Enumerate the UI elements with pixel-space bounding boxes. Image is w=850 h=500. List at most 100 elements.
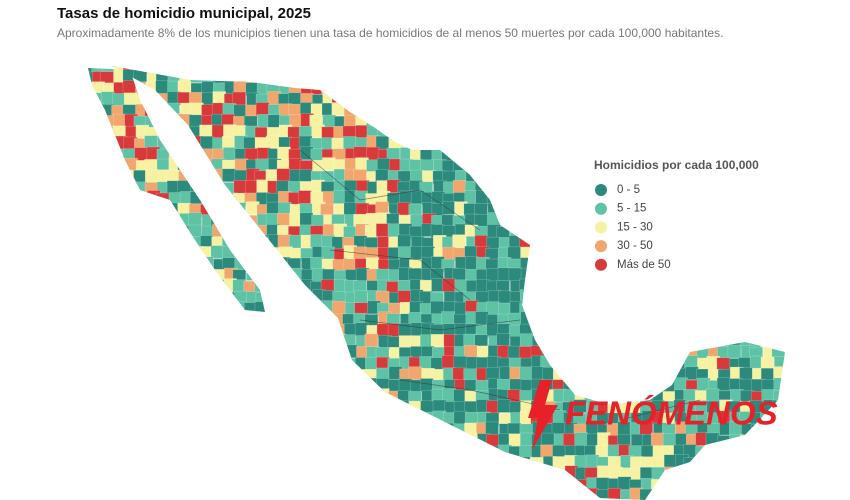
municipality bbox=[498, 192, 512, 207]
municipality bbox=[189, 66, 203, 75]
municipality bbox=[265, 247, 280, 261]
municipality bbox=[397, 290, 412, 304]
municipality bbox=[191, 313, 205, 328]
municipality bbox=[707, 467, 721, 482]
municipality bbox=[277, 234, 292, 248]
municipality bbox=[123, 92, 138, 107]
municipality bbox=[739, 212, 753, 227]
municipality bbox=[144, 135, 158, 149]
municipality bbox=[773, 302, 785, 316]
municipality bbox=[123, 214, 138, 228]
municipality bbox=[452, 487, 467, 500]
municipality bbox=[772, 66, 785, 74]
municipality bbox=[707, 479, 721, 493]
municipality bbox=[88, 346, 93, 361]
municipality bbox=[553, 125, 568, 139]
municipality bbox=[156, 465, 170, 479]
municipality bbox=[727, 344, 742, 359]
municipality bbox=[89, 422, 104, 436]
municipality bbox=[750, 126, 764, 141]
municipality bbox=[166, 477, 181, 492]
municipality bbox=[89, 181, 104, 196]
municipality bbox=[375, 223, 390, 237]
municipality bbox=[463, 432, 478, 447]
municipality bbox=[717, 268, 731, 282]
municipality bbox=[795, 60, 808, 73]
municipality bbox=[177, 367, 192, 382]
municipality bbox=[376, 69, 390, 83]
municipality bbox=[199, 270, 214, 284]
municipality bbox=[488, 116, 502, 130]
municipality bbox=[90, 102, 104, 117]
municipality bbox=[266, 379, 280, 394]
municipality bbox=[530, 478, 544, 492]
municipality bbox=[729, 182, 744, 196]
municipality bbox=[652, 366, 667, 380]
municipality bbox=[697, 311, 711, 325]
municipality bbox=[419, 477, 433, 491]
municipality bbox=[365, 467, 379, 482]
municipality bbox=[255, 357, 269, 371]
municipality bbox=[88, 91, 95, 106]
municipality bbox=[519, 204, 533, 218]
municipality bbox=[519, 191, 533, 205]
municipality bbox=[772, 158, 785, 172]
municipality bbox=[486, 159, 500, 173]
municipality bbox=[91, 236, 106, 250]
municipality bbox=[739, 81, 754, 96]
municipality bbox=[88, 411, 93, 426]
municipality bbox=[486, 147, 501, 162]
municipality bbox=[355, 66, 369, 73]
municipality bbox=[552, 114, 566, 129]
municipality bbox=[730, 69, 744, 83]
municipality bbox=[717, 435, 732, 449]
municipality bbox=[739, 488, 754, 500]
municipality bbox=[562, 355, 577, 370]
municipality bbox=[686, 66, 700, 75]
municipality bbox=[442, 136, 456, 151]
municipality bbox=[91, 115, 105, 130]
municipality bbox=[564, 344, 578, 359]
municipality bbox=[420, 465, 434, 480]
municipality bbox=[584, 126, 598, 140]
municipality bbox=[607, 335, 621, 350]
municipality bbox=[123, 181, 138, 195]
municipality bbox=[773, 224, 785, 239]
municipality bbox=[289, 443, 304, 457]
municipality bbox=[342, 423, 357, 437]
municipality bbox=[144, 411, 159, 426]
municipality bbox=[168, 467, 182, 481]
municipality bbox=[135, 66, 149, 72]
municipality bbox=[695, 280, 710, 295]
municipality bbox=[728, 66, 743, 73]
municipality bbox=[113, 334, 128, 348]
municipality bbox=[91, 212, 106, 227]
municipality bbox=[309, 377, 324, 392]
municipality bbox=[563, 334, 578, 349]
municipality bbox=[356, 389, 370, 404]
municipality bbox=[707, 126, 721, 140]
municipality bbox=[706, 236, 721, 250]
municipality bbox=[641, 346, 655, 360]
municipality bbox=[541, 103, 556, 117]
municipality bbox=[254, 70, 268, 84]
municipality bbox=[167, 368, 181, 383]
municipality bbox=[221, 466, 236, 481]
municipality bbox=[189, 69, 203, 83]
municipality bbox=[683, 489, 698, 500]
municipality bbox=[716, 302, 731, 316]
municipality bbox=[716, 479, 731, 493]
municipality bbox=[674, 81, 688, 96]
municipality bbox=[573, 399, 587, 413]
municipality bbox=[795, 345, 808, 358]
municipality bbox=[135, 335, 150, 350]
municipality bbox=[88, 379, 95, 393]
municipality bbox=[674, 279, 688, 294]
municipality bbox=[212, 355, 226, 370]
municipality bbox=[454, 279, 469, 294]
municipality bbox=[135, 402, 150, 416]
municipality bbox=[188, 224, 202, 239]
municipality bbox=[233, 443, 248, 458]
municipality bbox=[518, 71, 532, 85]
municipality bbox=[323, 489, 337, 500]
